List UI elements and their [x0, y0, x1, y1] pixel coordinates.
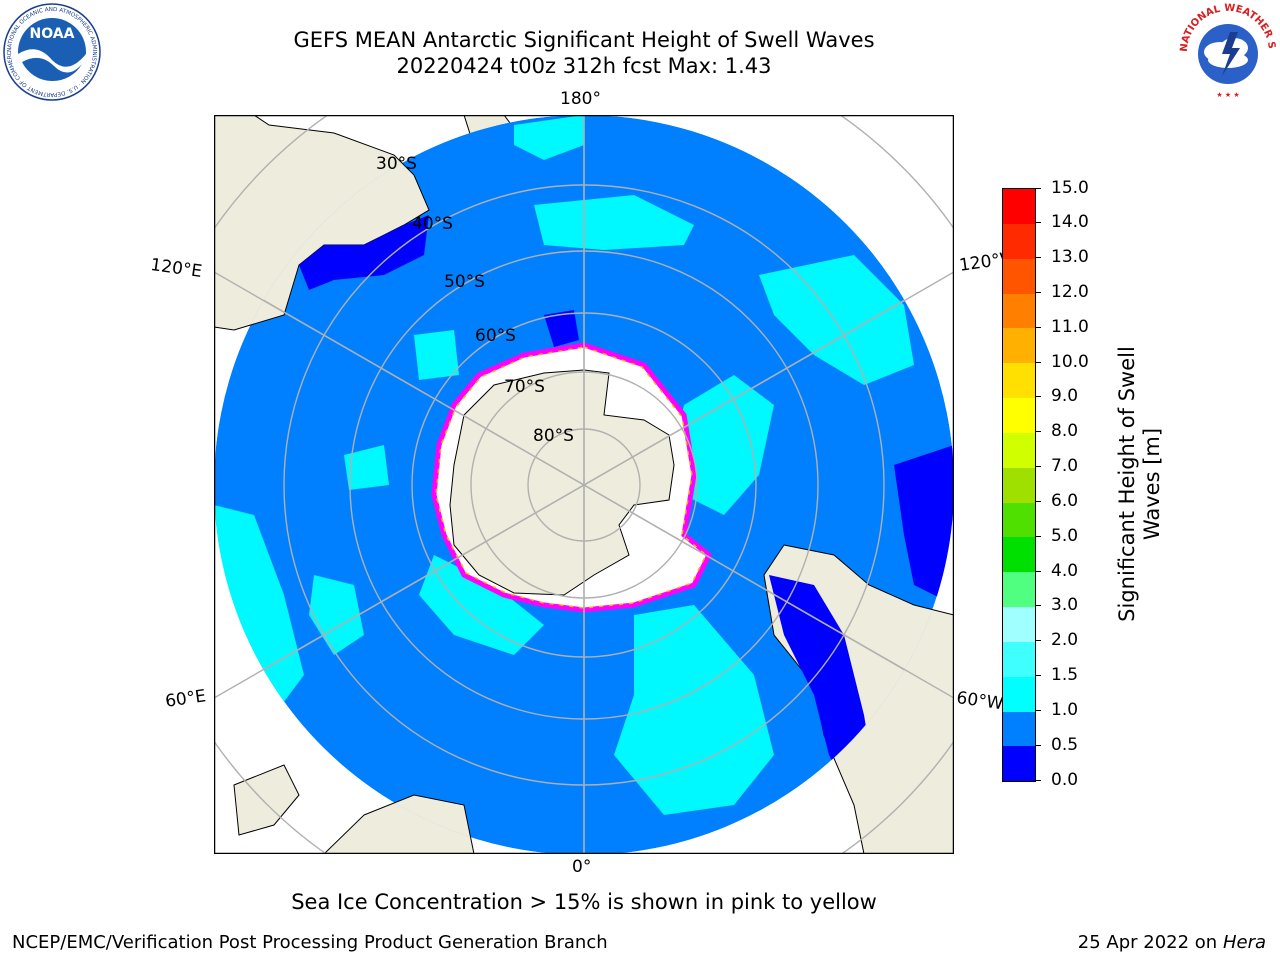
colorbar-segment — [1003, 223, 1035, 259]
colorbar-tick-label: 5.0 — [1035, 527, 1078, 545]
colorbar-segment — [1003, 258, 1035, 294]
lon-label-0: 0° — [572, 857, 592, 877]
colorbar-segment — [1003, 363, 1035, 399]
polar-map: 30°S 40°S 50°S 60°S 70°S 80°S — [214, 115, 954, 854]
sea-ice-caption: Sea Ice Concentration > 15% is shown in … — [291, 890, 877, 914]
footer-date: 25 Apr 2022 on Hera — [1077, 932, 1266, 953]
lat-label-40s: 40°S — [412, 214, 453, 234]
lat-label-70s: 70°S — [504, 377, 545, 397]
lon-label-60e: 60°E — [164, 686, 208, 712]
lon-label-120e: 120°E — [149, 255, 204, 283]
colorbar-tick-label: 2.0 — [1035, 632, 1078, 649]
colorbar-segment — [1003, 432, 1035, 468]
colorbar-segment — [1003, 746, 1035, 782]
lon-label-180: 180° — [560, 89, 601, 109]
antarctica — [449, 369, 675, 596]
colorbar — [1002, 188, 1036, 782]
colorbar-tick-label: 0.5 — [1035, 736, 1078, 754]
nws-logo: NATIONAL WEATHER SERVICE ★ ★ ★ — [1178, 2, 1277, 100]
footer-credit: NCEP/EMC/Verification Post Processing Pr… — [12, 932, 608, 953]
chart-title: GEFS MEAN Antarctic Significant Height o… — [293, 28, 875, 52]
colorbar-segment — [1003, 467, 1035, 503]
colorbar-segment — [1003, 189, 1035, 224]
colorbar-tick-label: 15.0 — [1035, 179, 1089, 197]
colorbar-tick-label: 6.0 — [1035, 492, 1078, 510]
colorbar-tick-label: 10.0 — [1035, 353, 1089, 371]
colorbar-segment — [1003, 537, 1035, 573]
colorbar-tick-label: 4.0 — [1035, 562, 1078, 580]
colorbar-tick-label: 8.0 — [1035, 423, 1078, 440]
lat-label-60s: 60°S — [475, 326, 516, 346]
colorbar-tick-label: 14.0 — [1035, 214, 1089, 231]
colorbar-segment — [1003, 397, 1035, 433]
colorbar-segment — [1003, 606, 1035, 642]
colorbar-segment — [1003, 328, 1035, 364]
svg-text:NOAA: NOAA — [30, 26, 75, 42]
lon-label-60w: 60°W — [955, 688, 1005, 715]
colorbar-segment — [1003, 641, 1035, 677]
latitude-labels: 30°S 40°S 50°S 60°S 70°S 80°S — [376, 154, 574, 446]
colorbar-tick-label: 0.0 — [1035, 771, 1078, 789]
colorbar-tick-label: 13.0 — [1035, 249, 1089, 266]
noaa-logo: NATIONAL OCEANIC AND ATMOSPHERIC ADMINIS… — [2, 2, 101, 101]
colorbar-segment — [1003, 676, 1035, 712]
svg-text:★ ★ ★: ★ ★ ★ — [1216, 91, 1239, 99]
colorbar-segment — [1003, 711, 1035, 747]
lat-label-50s: 50°S — [444, 272, 485, 292]
colorbar-tick-label: 1.0 — [1035, 701, 1078, 719]
colorbar-label: Significant Height of Swell Waves [m] — [1115, 346, 1164, 622]
lat-label-80s: 80°S — [533, 426, 574, 446]
colorbar-segment — [1003, 293, 1035, 329]
colorbar-tick-label: 1.5 — [1035, 667, 1078, 684]
colorbar-tick-label: 7.0 — [1035, 458, 1078, 475]
lat-label-30s: 30°S — [376, 154, 417, 174]
colorbar-tick-label: 11.0 — [1035, 318, 1089, 336]
chart-subtitle: 20220424 t00z 312h fcst Max: 1.43 — [396, 54, 772, 78]
colorbar-tick-label: 3.0 — [1035, 597, 1078, 614]
colorbar-tick-label: 9.0 — [1035, 388, 1078, 405]
colorbar-tick-label: 12.0 — [1035, 283, 1089, 301]
colorbar-segment — [1003, 572, 1035, 608]
colorbar-segment — [1003, 502, 1035, 538]
